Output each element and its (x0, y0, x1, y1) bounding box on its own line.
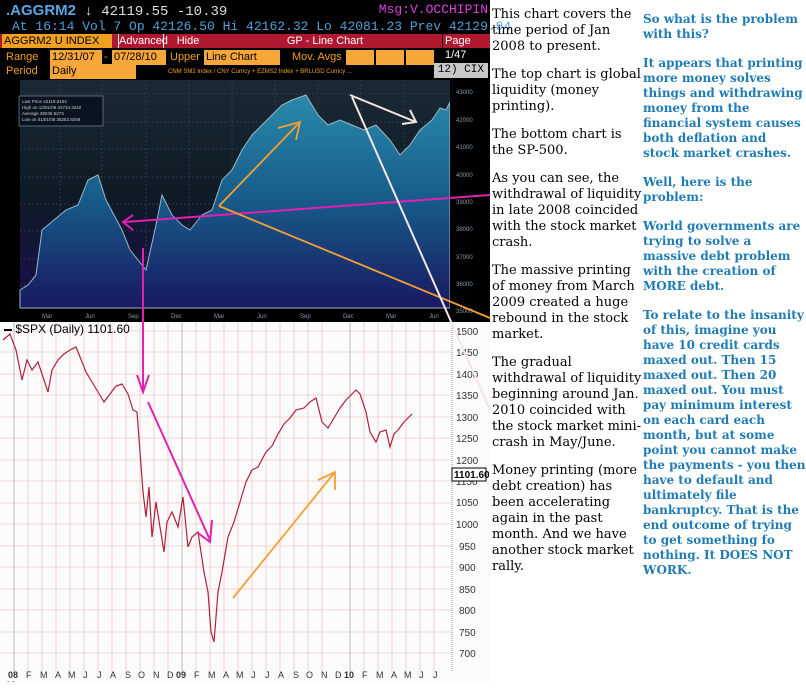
svg-text:900: 900 (459, 563, 476, 574)
svg-text:850: 850 (459, 585, 476, 596)
svg-text:Mar: Mar (214, 314, 224, 320)
message-indicator[interactable]: Msg:V.OCCHIPIN (378, 2, 488, 17)
page-indicator: Page 1/47 (442, 34, 490, 61)
svg-text:1450: 1450 (456, 348, 479, 359)
upper-label: Upper (170, 51, 200, 63)
svg-text:1150: 1150 (456, 477, 478, 488)
range-separator: - (104, 51, 108, 63)
svg-text:1400: 1400 (456, 370, 479, 381)
svg-text:1350: 1350 (456, 391, 479, 402)
range-start-field[interactable]: 12/31/07 (50, 50, 102, 65)
mov-avg-field-3[interactable] (406, 50, 434, 65)
svg-text:39000: 39000 (456, 200, 473, 206)
svg-text:40000: 40000 (456, 173, 473, 179)
last-price: 42119.55 (101, 4, 169, 20)
commentary-paragraph: World governments are trying to solve a … (643, 219, 801, 293)
commentary-paragraph: It appears that printing more money solv… (643, 56, 803, 160)
chart-panel: .AGGRM2 ↓ 42119.55 -10.39 Msg:V.OCCHIPIN… (0, 0, 511, 682)
commentary-paragraph: This chart covers the time period of Jan… (492, 7, 632, 54)
commentary-paragraph: Well, here is the problem: (643, 175, 753, 204)
spx-line-chart: 1500 1450 1400 1350 1300 1250 1200 1150 1000 9… (0, 322, 490, 682)
magenta-arrows (121, 194, 491, 544)
orange-arrows (218, 120, 491, 599)
last-value-tag: 1101.60 (451, 467, 490, 482)
commentary-paragraph: The top chart is global liquidity (money… (492, 67, 641, 114)
svg-text:800: 800 (459, 606, 476, 617)
svg-text:38000: 38000 (456, 227, 473, 233)
svg-text:1101.60: 1101.60 (454, 470, 490, 481)
upper-select[interactable]: Line Chart (204, 50, 280, 65)
function-bar: AGGRM2 U INDEX Advanced Hide GP - Line C… (0, 34, 490, 61)
bloomberg-terminal-panel: .AGGRM2 ↓ 42119.55 -10.39 Msg:V.OCCHIPIN… (0, 0, 511, 322)
svg-text:43000: 43000 (456, 90, 473, 96)
range-end-field[interactable]: 07/28/10 (112, 50, 166, 65)
price-change: -10.39 (176, 4, 228, 20)
commentary-right-column: So what is the problem with this? It app… (643, 12, 806, 592)
commentary-paragraph: As you can see, the withdrawal of liquid… (492, 171, 642, 250)
svg-text:Jun: Jun (429, 314, 439, 320)
intraday-stats: At 16:14 Vol 7 Op 42126.50 Hi 42162.32 L… (12, 19, 512, 34)
svg-text:Sep: Sep (300, 314, 311, 320)
svg-text:Dec: Dec (171, 314, 182, 320)
price-legend: Last Price 42119.8164 High on 12/01/09 4… (18, 95, 104, 127)
svg-text:Low on 01/01/08 35283.9258: Low on 01/01/08 35283.9258 (22, 117, 81, 122)
svg-text:Mar: Mar (42, 314, 52, 320)
period-row: Period Daily CNM SM2 Index / CNY Curncy … (0, 62, 490, 80)
spx-series-label: $SPX (Daily) 1101.60 (15, 322, 130, 336)
svg-text:1300: 1300 (456, 413, 479, 424)
svg-text:35000: 35000 (456, 309, 473, 315)
commentary-paragraph: So what is the problem with this? (643, 12, 798, 41)
svg-text:Average 39036.5273: Average 39036.5273 (22, 111, 64, 116)
commentary-paragraph: Money printing (more debt creation) has … (492, 463, 638, 574)
svg-text:1000: 1000 (456, 520, 479, 531)
svg-text:1250: 1250 (456, 434, 479, 445)
mov-avg-field-1[interactable] (346, 50, 374, 65)
commentary-paragraph: The gradual withdrawal of liquidity begi… (492, 355, 642, 450)
white-arrows (349, 94, 491, 411)
spx-legend-label: $SPX (Daily) 1101.60 (4, 322, 130, 336)
period-label: Period (6, 65, 38, 77)
svg-text:High on 12/01/09 42734.3242: High on 12/01/09 42734.3242 (22, 105, 82, 110)
svg-text:1050: 1050 (456, 498, 479, 509)
down-arrow-icon: ↓ (84, 4, 93, 20)
cix-button[interactable]: 12) CIX (433, 63, 488, 78)
range-row: Range 12/31/07 - 07/28/10 Upper Line Cha… (0, 48, 490, 66)
advanced-button[interactable]: Advanced (118, 34, 168, 48)
svg-text:1200: 1200 (456, 456, 479, 467)
svg-text:700: 700 (459, 649, 476, 660)
svg-text:Dec: Dec (343, 314, 354, 320)
svg-text:41000: 41000 (456, 145, 473, 151)
ticker-symbol: .AGGRM2 (6, 2, 77, 19)
svg-text:Sep: Sep (128, 314, 139, 320)
svg-text:Jun: Jun (85, 314, 95, 320)
svg-text:42000: 42000 (456, 118, 473, 124)
period-select[interactable]: Daily (50, 64, 136, 79)
gp-line-chart-title: GP - Line Chart (286, 35, 364, 47)
index-tag[interactable]: AGGRM2 U INDEX (2, 34, 112, 48)
svg-text:1500: 1500 (456, 327, 479, 338)
commentary-paragraph: The massive printing of money from March… (492, 263, 635, 342)
svg-text:Last Price 42119.8164: Last Price 42119.8164 (22, 99, 67, 104)
svg-text:37000: 37000 (456, 255, 473, 261)
quote-line: .AGGRM2 ↓ 42119.55 -10.39 (6, 2, 227, 20)
formula-text: CNM SM2 Index / CNY Curncy + EZMS2 Index… (168, 69, 352, 75)
svg-text:Mar: Mar (386, 314, 396, 320)
svg-text:Jun: Jun (257, 314, 267, 320)
liquidity-area-chart: 43000 42000 41000 40000 39000 38000 3700… (18, 80, 490, 322)
mov-avgs-label: Mov. Avgs (292, 51, 342, 63)
mov-avg-field-2[interactable] (376, 50, 404, 65)
commentary-left-column: This chart covers the time period of Jan… (492, 7, 642, 587)
svg-text:750: 750 (459, 628, 476, 639)
hide-button[interactable]: Hide (176, 35, 200, 47)
svg-text:950: 950 (459, 542, 476, 553)
commentary-paragraph: To relate to the insanity of this, imagi… (643, 308, 806, 577)
range-label: Range (6, 51, 39, 63)
svg-text:36000: 36000 (456, 282, 473, 288)
legend-line-icon (4, 328, 12, 331)
commentary-paragraph: The bottom chart is the SP-500. (492, 127, 622, 158)
svg-text:08: 08 (6, 680, 16, 682)
